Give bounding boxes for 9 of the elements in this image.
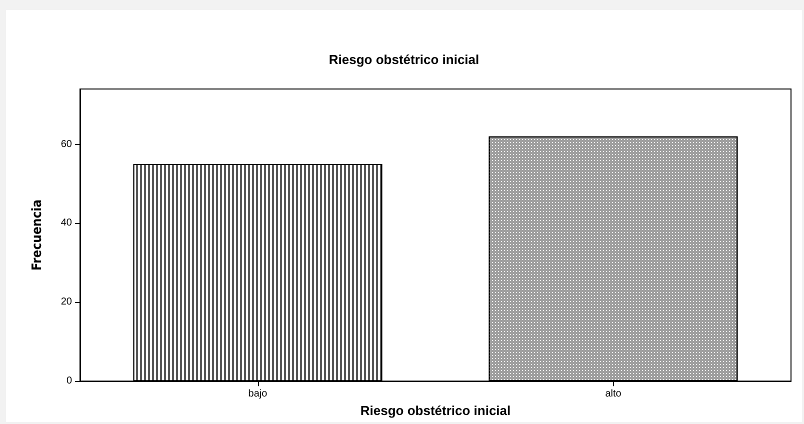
x-axis-title: Riesgo obstétrico inicial bbox=[360, 403, 511, 418]
x-tick-label: bajo bbox=[248, 388, 268, 400]
y-axis-title: Frecuencia bbox=[30, 199, 45, 271]
y-tick-label: 60 bbox=[60, 138, 72, 150]
y-tick-label: 0 bbox=[66, 376, 72, 387]
x-tick-label: alto bbox=[605, 388, 622, 400]
y-tick-label: 40 bbox=[60, 218, 72, 229]
y-tick-label: 20 bbox=[60, 296, 72, 308]
chart-title: Riesgo obstétrico inicial bbox=[328, 52, 480, 67]
